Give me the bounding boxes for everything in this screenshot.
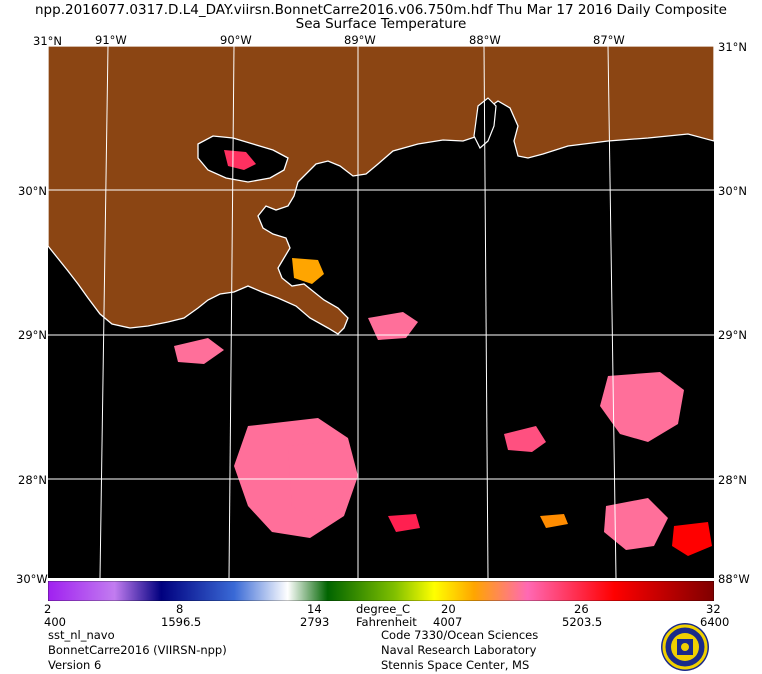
cb-c-20: 20 — [441, 602, 456, 616]
title-line-1: npp.2016077.0317.D.L4_DAY.viirsn.BonnetC… — [35, 2, 727, 18]
title-line-2: Sea Surface Temperature — [295, 16, 467, 32]
footer-code: Code 7330/Ocean Sciences — [381, 628, 539, 642]
cb-c-14: 14 — [307, 602, 322, 616]
cb-unit-f: Fahrenheit — [356, 615, 417, 629]
nrl-seal-icon — [661, 623, 709, 671]
cb-unit-c: degree_C — [356, 602, 411, 616]
lat-label-28n-left: 28°N — [18, 473, 47, 487]
footer-version: Version 6 — [48, 658, 102, 672]
corner-bottom-left: 30°W — [16, 572, 48, 586]
sst-patch-delta — [292, 258, 324, 284]
lon-label-90w: 90°W — [220, 33, 252, 47]
cb-c-32: 32 — [706, 602, 721, 616]
lat-label-29n-right: 29°N — [718, 328, 747, 342]
land-mass — [48, 46, 714, 335]
cb-c-26: 26 — [574, 602, 589, 616]
graticule — [48, 46, 714, 578]
corner-lat-top-left: 31°N — [33, 34, 62, 48]
lat-label-30n-right: 30°N — [718, 184, 747, 198]
sst-map — [48, 46, 714, 578]
cb-f-4007: 4007 — [433, 615, 463, 629]
lat-label-28n-right: 28°N — [718, 473, 747, 487]
lon-label-87w: 87°W — [593, 33, 625, 47]
footer-algorithm: sst_nl_navo — [48, 628, 115, 642]
sst-patches — [174, 150, 712, 556]
corner-bottom-right: 88°W — [718, 572, 750, 586]
cb-c-8: 8 — [176, 602, 184, 616]
lon-label-89w: 89°W — [344, 33, 376, 47]
cb-f-2793: 2793 — [300, 615, 330, 629]
colorbar — [48, 581, 714, 601]
cb-c-2: 2 — [44, 602, 52, 616]
cb-f-1596: 1596.5 — [161, 615, 202, 629]
cb-f-5203: 5203.5 — [562, 615, 603, 629]
sst-patch-lake — [224, 150, 256, 170]
lon-label-91w: 91°W — [95, 33, 127, 47]
lat-label-29n-left: 29°N — [18, 328, 47, 342]
lat-label-30n-left: 30°N — [18, 184, 47, 198]
corner-lat-top-right: 31°N — [718, 40, 747, 54]
cb-f-400: 400 — [44, 615, 66, 629]
footer-dataset: BonnetCarre2016 (VIIRSN-npp) — [48, 643, 227, 657]
lon-label-88w: 88°W — [469, 33, 501, 47]
cb-f-6400: 6400 — [700, 615, 730, 629]
footer-location: Stennis Space Center, MS — [381, 658, 530, 672]
footer-lab: Naval Research Laboratory — [381, 643, 537, 657]
